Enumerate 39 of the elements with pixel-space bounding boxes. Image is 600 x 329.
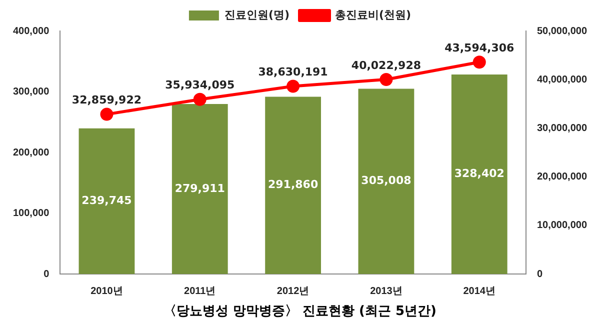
y2-tick-label: 50,000,000 <box>536 26 588 37</box>
y-tick-label: 0 <box>44 268 50 280</box>
legend-label: 총진료비(천원) <box>335 8 412 22</box>
x-tick-label: 2010년 <box>90 286 123 297</box>
point <box>286 80 300 93</box>
bar <box>451 74 508 274</box>
bar <box>172 104 228 274</box>
y-tick-label: 200,000 <box>12 147 50 158</box>
data-label: 38,630,191 <box>258 66 328 79</box>
bar <box>265 96 321 274</box>
y2-tick-label: 40,000,000 <box>536 74 588 86</box>
x-tick-label: 2012년 <box>276 286 310 297</box>
bar <box>358 88 414 274</box>
y2-tick-label: 0 <box>536 268 543 280</box>
data-label: 32,859,922 <box>72 94 142 107</box>
y-tick-label: 400,000 <box>12 26 50 37</box>
x-tick-label: 2013년 <box>370 286 402 297</box>
y-tick-label: 100,000 <box>12 208 50 219</box>
point <box>100 108 114 121</box>
point <box>380 72 393 86</box>
data-label: 40,022,928 <box>351 58 422 72</box>
legend-label: 진료인원(명) <box>224 8 290 22</box>
y2-tick-label: 10,000,000 <box>536 220 588 232</box>
point <box>193 92 206 106</box>
data-label: 43,594,306 <box>444 41 515 54</box>
point <box>472 56 486 69</box>
data-label: 239,745 <box>82 194 132 208</box>
data-label: 328,402 <box>454 167 504 180</box>
text: 〈당뇨병성 망막병증〉 진료현황 (최근 5년간) <box>162 303 438 320</box>
x-tick-label: 2011년 <box>184 286 216 297</box>
data-label: 35,934,095 <box>165 78 235 92</box>
x-tick-label: 2014년 <box>463 286 496 297</box>
y2-tick-label: 20,000,000 <box>536 172 588 183</box>
y-tick-label: 300,000 <box>12 86 50 98</box>
y2-tick-label: 30,000,000 <box>536 122 588 134</box>
data-label: 291,860 <box>268 178 318 192</box>
data-label: 279,911 <box>174 182 225 195</box>
data-label: 305,008 <box>361 174 412 188</box>
bar <box>78 128 135 274</box>
